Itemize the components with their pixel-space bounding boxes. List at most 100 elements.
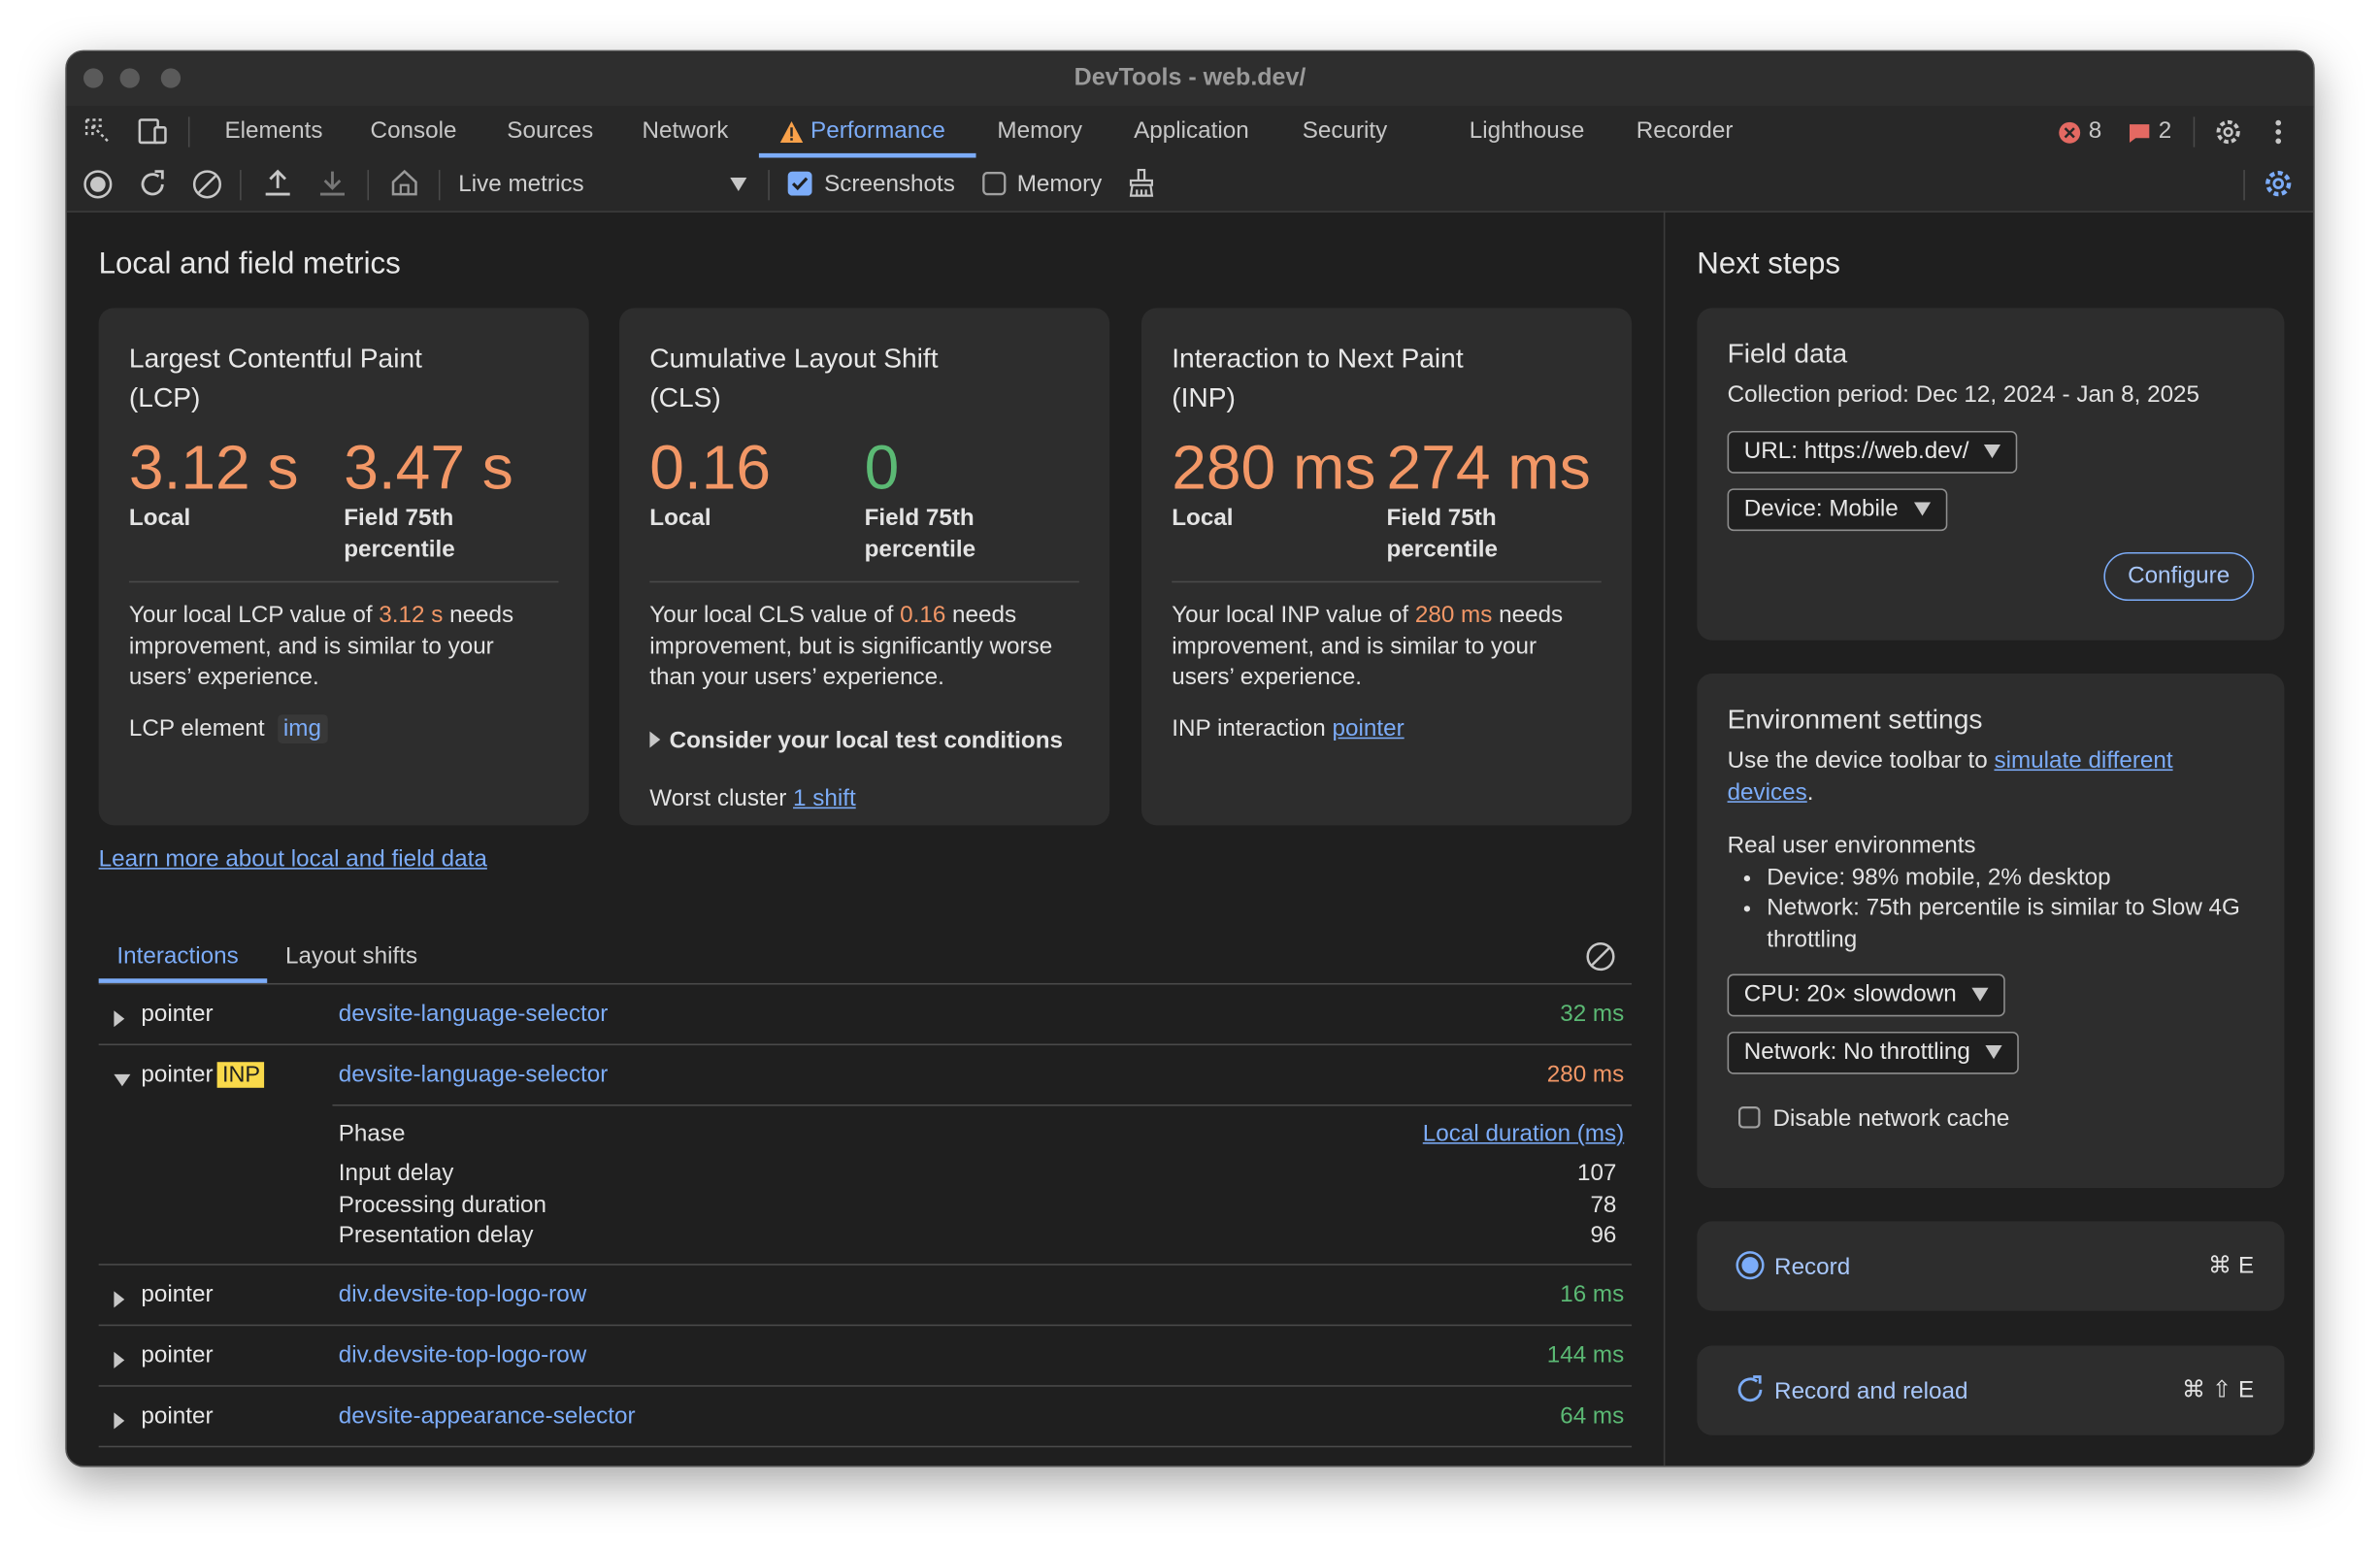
expand-toggle[interactable] [114, 1349, 126, 1376]
interaction-target[interactable]: div.devsite-top-logo-row [338, 1342, 587, 1368]
record-reload-label: Record and reload [1774, 1378, 1968, 1405]
upload-button[interactable] [263, 167, 293, 199]
interaction-row[interactable]: pointer div.devsite-top-logo-row 16 ms [99, 1266, 1632, 1327]
cache-option[interactable]: Disable network cache [1728, 1104, 2255, 1136]
tab[interactable]: Memory [997, 117, 1082, 145]
interaction-row[interactable]: pointer div.devsite-top-logo-row 144 ms [99, 1326, 1632, 1387]
interaction-target[interactable]: div.devsite-top-logo-row [338, 1281, 587, 1308]
memory-label[interactable]: Memory [1016, 171, 1103, 198]
tab[interactable]: Performance [810, 117, 945, 145]
card-title: Interaction to Next Paint (INP) [1172, 343, 1464, 413]
divider [1172, 580, 1602, 583]
tab[interactable]: Sources [507, 117, 594, 145]
toggle-label[interactable]: Consider your local test conditions [669, 727, 1064, 754]
toolbar: Live metrics Screenshots Memory [66, 157, 2314, 213]
divider [98, 1445, 1633, 1448]
environment-card: Environment settings Use the device tool… [1697, 674, 2285, 1188]
record-button[interactable] [82, 169, 114, 201]
interaction-row[interactable]: pointer devsite-appearance-selector 96 ms [99, 1447, 1632, 1466]
interaction-target[interactable]: devsite-language-selector [338, 1062, 609, 1088]
reload-button[interactable] [137, 169, 169, 201]
interaction-target[interactable]: devsite-appearance-selector [338, 1402, 636, 1430]
record-label: Record [1774, 1254, 1851, 1281]
detail: LCP element img [129, 713, 559, 743]
metrics-pane: Local and field metrics Largest Contentf… [67, 211, 1664, 1466]
highlight-value: 0.16 [900, 602, 946, 629]
text: Your local CLS value of [649, 602, 901, 629]
expand-toggle[interactable] [114, 1007, 126, 1035]
device-icon[interactable] [137, 116, 170, 147]
field-value-column: 274 ms Field 75th percentile [1387, 433, 1602, 567]
detail-link[interactable]: pointer [1332, 715, 1405, 742]
divider [128, 580, 559, 583]
url-select[interactable]: URL: https://web.dev/ [1727, 430, 2018, 473]
screenshots-checkbox[interactable] [787, 171, 812, 196]
expand-toggle[interactable] [114, 1288, 126, 1315]
divider [98, 1264, 1633, 1266]
separator [240, 170, 242, 201]
clear-button[interactable] [191, 169, 223, 201]
values: 3.12 s Local 3.47 s Field 75th percentile [129, 433, 559, 567]
close-button[interactable] [83, 68, 104, 88]
clear-list-button[interactable] [1585, 940, 1617, 972]
interactions-list: Interactions Layout shifts pointer devsit… [98, 932, 1633, 1466]
issue-icon [2129, 124, 2150, 143]
zoom-button[interactable] [160, 68, 182, 88]
interaction-target[interactable]: devsite-appearance-selector [339, 1464, 636, 1466]
screenshots-label[interactable]: Screenshots [824, 171, 955, 198]
network-select[interactable]: Network: No throttling [1727, 1031, 2019, 1074]
field-label: Field 75th percentile [344, 505, 455, 563]
minimize-button[interactable] [119, 68, 140, 88]
values: 0.16 Local 0 Field 75th percentile [649, 433, 1079, 567]
more-icon[interactable] [2272, 116, 2285, 147]
tab[interactable]: Security [1302, 117, 1388, 145]
mode-select[interactable]: Live metrics [458, 171, 584, 198]
memory-checkbox[interactable] [982, 172, 1007, 196]
highlight-value: 3.12 s [379, 602, 444, 629]
configure-button[interactable]: Configure [2103, 551, 2255, 601]
simulate-link[interactable]: simulate different devices [1727, 747, 2173, 806]
interaction-target[interactable]: devsite-language-selector [338, 1001, 609, 1028]
collection-period: Collection period: Dec 12, 2024 - Jan 8,… [1727, 381, 2200, 409]
duration-heading[interactable]: Local duration (ms) [1422, 1121, 1625, 1147]
expand-toggle[interactable] [114, 1409, 126, 1436]
expand-toggle[interactable] [114, 1068, 131, 1095]
detail: Consider your local test conditions [649, 728, 1079, 755]
tab[interactable]: Lighthouse [1469, 117, 1585, 145]
field-value-column: 3.47 s Field 75th percentile [344, 433, 558, 567]
interaction-duration: 64 ms [1560, 1402, 1625, 1430]
interaction-row[interactable]: pointer devsite-language-selector 32 ms [99, 984, 1632, 1045]
garbage-collect-button[interactable] [1126, 167, 1156, 199]
inspect-icon[interactable] [83, 116, 114, 147]
list-tab[interactable]: Interactions [116, 943, 239, 970]
interaction-type: pointer [141, 1282, 213, 1309]
tab[interactable]: Console [370, 117, 457, 145]
download-button[interactable] [317, 167, 347, 199]
interaction-row[interactable]: pointer INP devsite-language-selector 280 m… [99, 1045, 1632, 1106]
tab[interactable]: Recorder [1636, 117, 1734, 145]
field-data-card: Field data Collection period: Dec 12, 20… [1697, 308, 2285, 641]
settings-icon[interactable] [2213, 116, 2243, 147]
device-select-text: Device: Mobile [1743, 495, 1899, 521]
record-reload-card[interactable]: Record and reload ⌘ ⇧ E [1697, 1345, 2285, 1435]
cpu-select[interactable]: CPU: 20× slowdown [1727, 973, 2005, 1017]
learn-more-link[interactable]: Learn more about local and field data [98, 846, 487, 873]
interaction-row[interactable]: pointer devsite-appearance-selector 64 ms [99, 1387, 1632, 1448]
list-tab[interactable]: Layout shifts [284, 943, 418, 970]
tab[interactable]: Network [642, 117, 729, 145]
error-count[interactable]: 8 [2088, 117, 2102, 145]
phase-heading: Phase [338, 1121, 406, 1147]
issue-count[interactable]: 2 [2158, 117, 2172, 145]
record-card[interactable]: Record ⌘ E [1697, 1221, 2285, 1311]
capture-settings-button[interactable] [2262, 167, 2295, 200]
detail-link[interactable]: 1 shift [793, 784, 856, 811]
tab[interactable]: Elements [224, 117, 323, 145]
window-title: DevTools - web.dev/ [1074, 65, 1306, 91]
text: Your local LCP value of [128, 602, 380, 629]
home-button[interactable] [388, 167, 420, 199]
error-icon [2059, 121, 2081, 144]
element-link[interactable]: img [277, 713, 328, 743]
device-select[interactable]: Device: Mobile [1727, 487, 1947, 531]
tab[interactable]: Application [1134, 117, 1249, 145]
